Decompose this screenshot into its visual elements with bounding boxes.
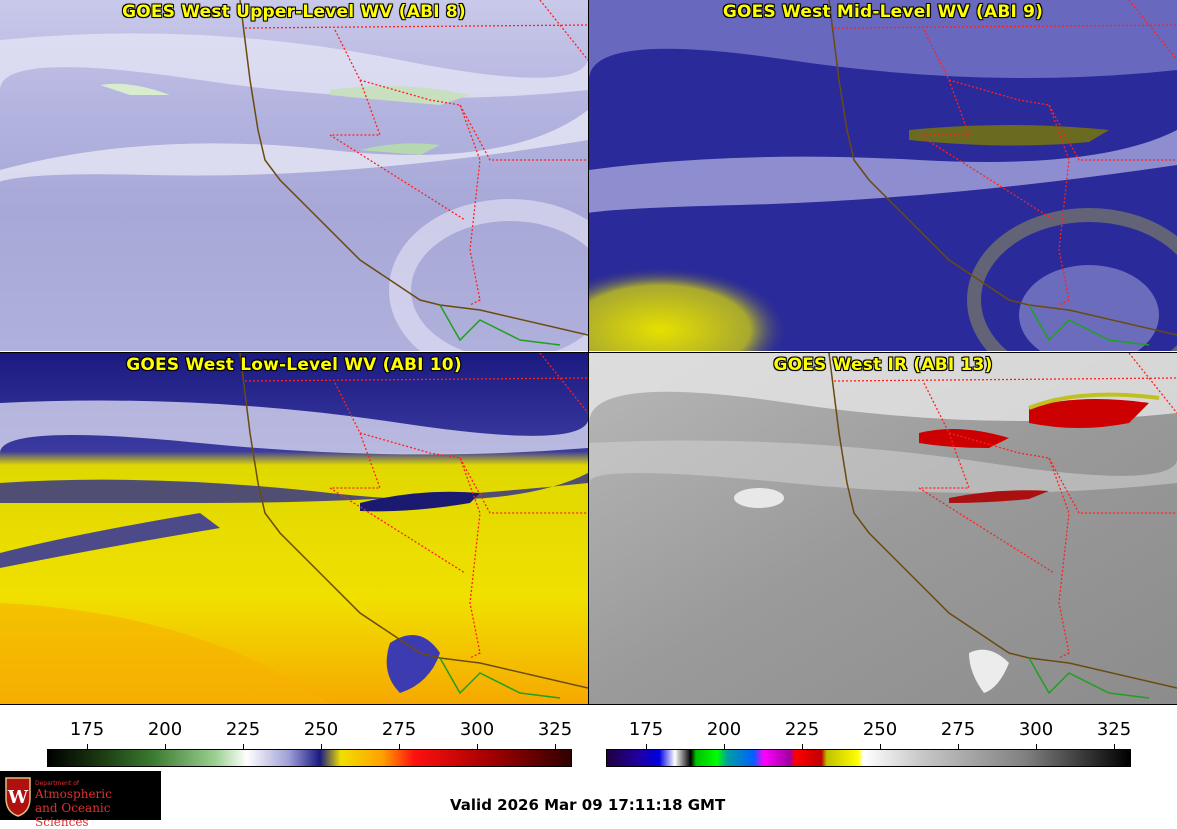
logo-dept: Department of [35, 780, 79, 787]
wv-tick-label: 225 [225, 719, 261, 740]
ir-tick-mark [1114, 744, 1115, 753]
wv-tick-label: 300 [459, 719, 495, 740]
ir-tick-label: 200 [706, 719, 742, 740]
ir-tick-mark [1036, 744, 1037, 753]
wv-color-scale: 175 200 225 250 275 300 325 [0, 705, 588, 775]
low-level-wv-image [0, 353, 588, 704]
crest-icon: W [5, 777, 31, 817]
wv-tick-mark [243, 744, 244, 753]
panel-title: GOES West IR (ABI 13) [773, 355, 993, 375]
ir-tick-label: 225 [784, 719, 820, 740]
wv-color-bar [47, 749, 572, 767]
logo-line2: and Oceanic Sciences [35, 801, 111, 829]
ir-tick-mark [646, 744, 647, 753]
ir-tick-mark [724, 744, 725, 753]
panel-low-level-wv: GOES West Low-Level WV (ABI 10) [0, 353, 588, 704]
panel-ir: GOES West IR (ABI 13) [589, 353, 1177, 704]
panel-title: GOES West Upper-Level WV (ABI 8) [122, 2, 466, 22]
wv-tick-mark [399, 744, 400, 753]
wv-tick-label: 200 [147, 719, 183, 740]
ir-tick-label: 175 [628, 719, 664, 740]
ir-image [589, 353, 1177, 704]
panel-title: GOES West Low-Level WV (ABI 10) [126, 355, 462, 375]
upper-level-wv-image [0, 0, 588, 351]
wv-tick-label: 275 [381, 719, 417, 740]
panel-title: GOES West Mid-Level WV (ABI 9) [722, 2, 1044, 22]
panel-mid-level-wv: GOES West Mid-Level WV (ABI 9) [589, 0, 1177, 351]
logo-line1: Atmospheric [35, 787, 112, 801]
wv-tick-mark [321, 744, 322, 753]
svg-text:W: W [7, 787, 29, 808]
ir-tick-mark [802, 744, 803, 753]
wv-tick-label: 250 [303, 719, 339, 740]
mid-level-wv-image [589, 0, 1177, 351]
panel-upper-level-wv: GOES West Upper-Level WV (ABI 8) [0, 0, 588, 351]
logo: W Department of Atmospheric and Oceanic … [0, 771, 161, 829]
ir-tick-label: 325 [1096, 719, 1132, 740]
ir-tick-mark [880, 744, 881, 753]
valid-timestamp: Valid 2026 Mar 09 17:11:18 GMT [450, 796, 726, 814]
ir-tick-mark [958, 744, 959, 753]
wv-tick-label: 175 [69, 719, 105, 740]
ir-color-bar [606, 749, 1131, 767]
wv-tick-mark [555, 744, 556, 753]
ir-tick-label: 250 [862, 719, 898, 740]
wv-tick-label: 325 [537, 719, 573, 740]
ir-color-scale: 175 200 225 250 275 300 325 [589, 705, 1177, 775]
ir-tick-label: 275 [940, 719, 976, 740]
wv-tick-mark [87, 744, 88, 753]
bottom-divider [0, 704, 1177, 705]
wv-tick-mark [165, 744, 166, 753]
horizontal-divider [0, 352, 1177, 353]
ir-tick-label: 300 [1018, 719, 1054, 740]
wv-tick-mark [477, 744, 478, 753]
